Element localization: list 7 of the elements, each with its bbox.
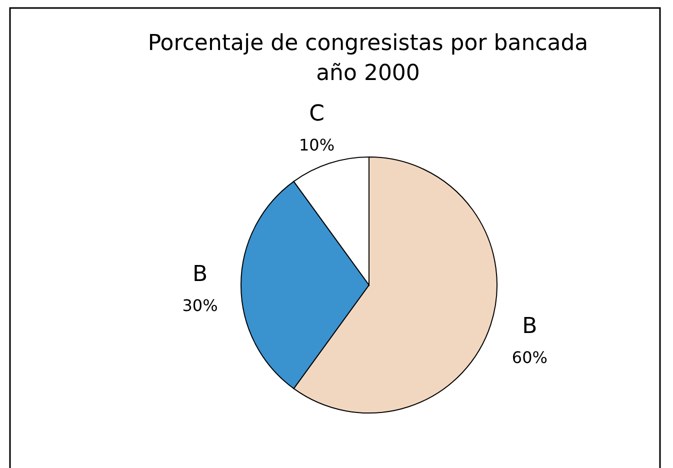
- data-label: 60%: [512, 348, 548, 368]
- chart-title: Porcentaje de congresistas por bancada año 2000: [148, 31, 588, 86]
- slice-label: B: [192, 262, 208, 287]
- slice-label: C: [309, 101, 324, 126]
- slice-label: B: [522, 314, 538, 340]
- data-label: 30%: [182, 296, 218, 315]
- data-label: 10%: [299, 135, 335, 154]
